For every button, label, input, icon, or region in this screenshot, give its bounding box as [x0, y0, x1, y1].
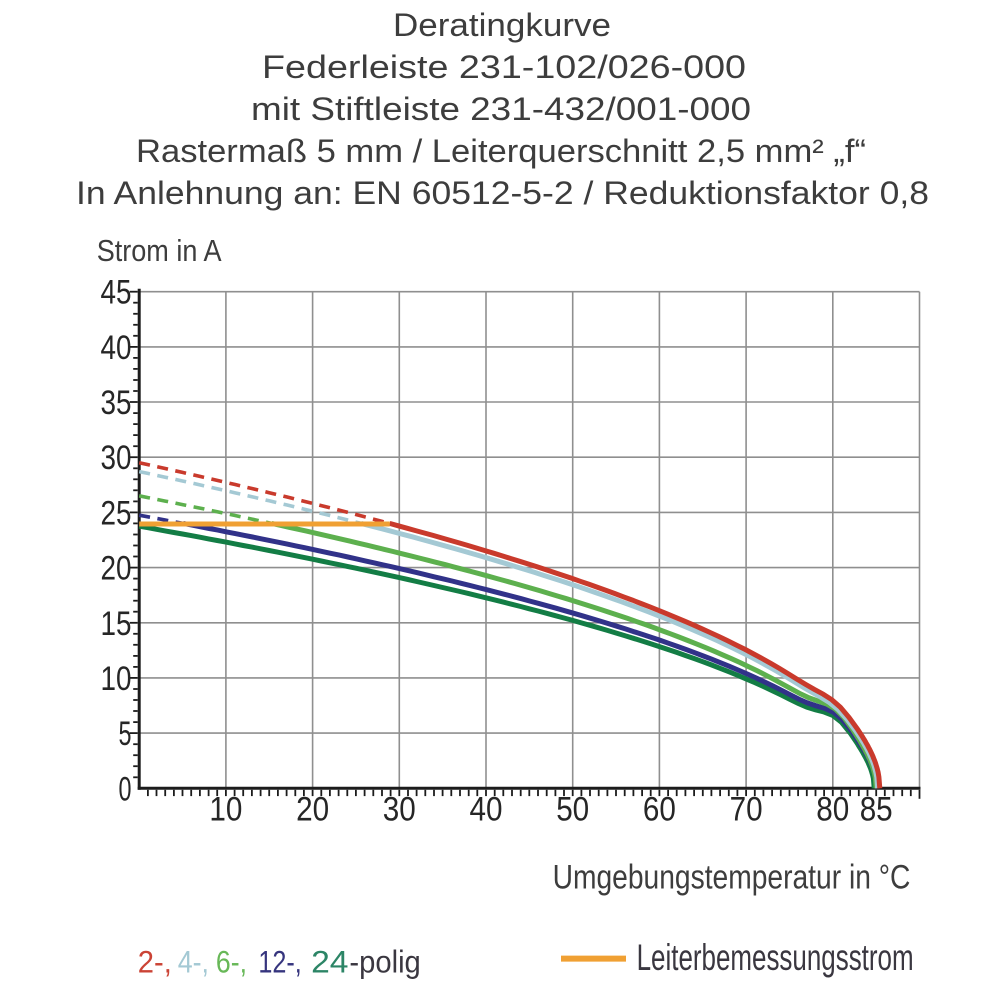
- svg-text:30: 30: [101, 439, 132, 477]
- svg-text:In Anlehnung an: EN 60512-5-2: In Anlehnung an: EN 60512-5-2 / Reduktio…: [76, 175, 929, 211]
- svg-text:mit Stiftleiste 231-432/001-00: mit Stiftleiste 231-432/001-000: [251, 91, 751, 127]
- svg-text:Umgebungstemperatur in °C: Umgebungstemperatur in °C: [553, 858, 911, 896]
- svg-text:20: 20: [296, 791, 329, 829]
- svg-text:70: 70: [730, 791, 763, 829]
- svg-text:Rastermaß 5 mm / Leiterquersch: Rastermaß 5 mm / Leiterquerschnitt 2,5 m…: [136, 133, 866, 169]
- svg-text:12-,: 12-,: [258, 944, 301, 980]
- svg-text:0: 0: [119, 770, 132, 808]
- svg-text:20: 20: [101, 550, 132, 588]
- svg-text:Leiterbemessungsstrom: Leiterbemessungsstrom: [637, 937, 914, 978]
- svg-text:Strom in A: Strom in A: [97, 233, 222, 268]
- svg-text:Deratingkurve: Deratingkurve: [393, 7, 611, 43]
- svg-text:85: 85: [860, 791, 893, 829]
- svg-text:45: 45: [101, 274, 132, 312]
- svg-text:5: 5: [119, 715, 132, 753]
- svg-text:25: 25: [101, 494, 132, 532]
- svg-text:35: 35: [101, 384, 132, 422]
- svg-text:10: 10: [209, 791, 242, 829]
- svg-text:30: 30: [383, 791, 416, 829]
- svg-text:-polig: -polig: [349, 944, 420, 980]
- svg-text:4-,: 4-,: [178, 944, 209, 980]
- svg-text:60: 60: [643, 791, 676, 829]
- svg-text:40: 40: [470, 791, 503, 829]
- svg-text:2-,: 2-,: [138, 944, 172, 980]
- svg-text:15: 15: [101, 605, 132, 643]
- svg-text:6-,: 6-,: [216, 944, 247, 980]
- svg-text:24: 24: [311, 944, 348, 980]
- svg-text:Federleiste 231-102/026-000: Federleiste 231-102/026-000: [262, 49, 746, 85]
- svg-text:10: 10: [101, 660, 132, 698]
- svg-text:40: 40: [101, 329, 132, 367]
- svg-text:50: 50: [556, 791, 589, 829]
- svg-text:80: 80: [816, 791, 849, 829]
